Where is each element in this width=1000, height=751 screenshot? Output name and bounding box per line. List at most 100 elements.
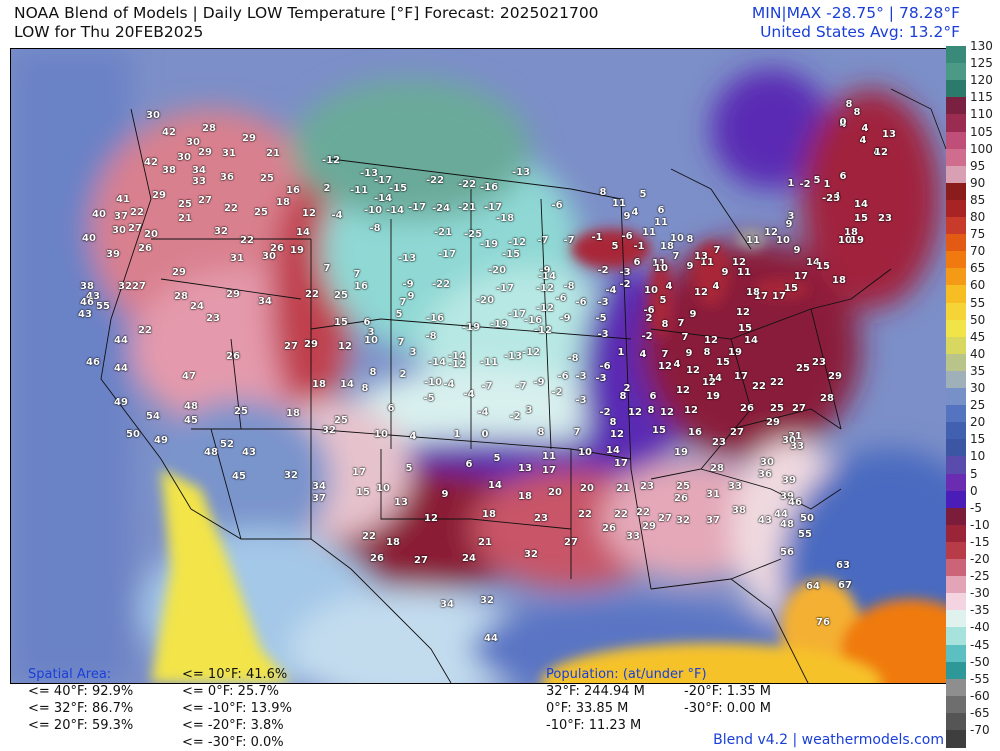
station-value: 14: [806, 257, 820, 268]
colorbar-label: 65: [970, 261, 986, 276]
station-value: 29: [766, 417, 780, 428]
station-value: -12: [533, 325, 553, 336]
station-value: 17: [734, 371, 748, 382]
station-value: 39: [106, 249, 120, 260]
station-value: 9: [407, 291, 415, 302]
population-block-right: -20°F: 1.35 M -30°F: 0.00 M: [684, 683, 771, 717]
station-value: 4: [712, 281, 720, 292]
station-value: 6: [363, 317, 371, 328]
station-value: 14: [488, 480, 502, 491]
station-value: -3: [595, 373, 607, 384]
station-value: 56: [780, 547, 794, 558]
spatial-right-2: <= -10°F: 13.9%: [182, 701, 292, 716]
station-value: 32: [214, 226, 228, 237]
station-value: 16: [354, 281, 368, 292]
station-value: 9: [793, 245, 801, 256]
station-value: 12: [736, 307, 750, 318]
station-value: -16: [479, 182, 499, 193]
station-value: 6: [387, 403, 395, 414]
station-value: 7: [353, 269, 361, 280]
station-value: 27: [128, 223, 142, 234]
colorbar-swatch: [946, 302, 966, 321]
colorbar-label: -25: [970, 569, 990, 584]
colorbar-label: 40: [970, 346, 986, 361]
station-value: 7: [672, 251, 680, 262]
station-value: -5: [423, 393, 435, 404]
station-value: -18: [495, 213, 515, 224]
station-value: 27: [132, 281, 146, 292]
station-value: 10: [376, 483, 390, 494]
station-value: -19: [479, 239, 499, 250]
station-value: -20: [475, 295, 495, 306]
station-value: 18: [482, 509, 496, 520]
station-value: 5: [659, 295, 667, 306]
station-value: 11: [642, 227, 656, 238]
station-value: 25: [234, 406, 248, 417]
colorbar-swatch: [946, 285, 966, 303]
station-value: 5: [611, 241, 619, 252]
spatial-area-title: Spatial Area:: [28, 667, 112, 682]
station-value: 46: [86, 357, 100, 368]
station-value: 23: [712, 437, 726, 448]
station-value: 17: [542, 465, 556, 476]
station-value: -2: [619, 279, 631, 290]
station-value: 18: [832, 275, 846, 286]
station-value: 12: [764, 227, 778, 238]
station-value: -22: [431, 279, 451, 290]
station-value: -6: [555, 293, 567, 304]
station-value: -6: [643, 305, 655, 316]
colorbar-label: 20: [970, 415, 986, 430]
station-value: -21: [457, 202, 477, 213]
station-value: 10: [364, 335, 378, 346]
station-value: 31: [230, 253, 244, 264]
population-block: Population: (at/under °F) 32°F: 244.94 M…: [546, 666, 707, 734]
station-value: 43: [86, 291, 100, 302]
station-value: 18: [518, 491, 532, 502]
station-value: 11: [652, 258, 666, 269]
station-value: -11: [479, 357, 499, 368]
station-value: -12: [521, 347, 541, 358]
station-value: -14: [373, 193, 393, 204]
station-value: -7: [515, 381, 527, 392]
colorbar-label: -55: [970, 671, 990, 686]
station-value: 30: [186, 137, 200, 148]
colorbar-label: 125: [970, 56, 993, 71]
station-value: -6: [575, 297, 587, 308]
colorbar-label: 55: [970, 295, 986, 310]
colorbar-swatch: [946, 268, 966, 286]
station-value: -14: [447, 351, 467, 362]
station-value: -5: [595, 313, 607, 324]
station-value: 9: [685, 348, 693, 359]
station-value: 2: [623, 383, 631, 394]
temperature-map[interactable]: 30 42 28 29 30 29 31 21 30 42 38 34 33 36 25 16 2 -12 -13-…: [10, 48, 947, 684]
station-value: -14: [385, 205, 405, 216]
station-value: 10: [776, 235, 790, 246]
station-value: 27: [792, 403, 806, 414]
station-value: 1: [787, 178, 795, 189]
station-value: 5: [493, 453, 501, 464]
station-value: 46: [788, 497, 802, 508]
footer-credit[interactable]: Blend v4.2 | weathermodels.com: [713, 732, 944, 748]
station-value: 15: [652, 425, 666, 436]
station-value: -10: [423, 377, 443, 388]
station-value: 26: [370, 553, 384, 564]
colorbar-swatch: [946, 80, 966, 98]
station-value: 46: [80, 297, 94, 308]
station-value: 14: [340, 379, 354, 390]
colorbar-label: 90: [970, 175, 986, 190]
colorbar-label: 105: [970, 124, 993, 139]
station-value: 25: [770, 403, 784, 414]
station-value: 22: [636, 507, 650, 518]
station-value: 52: [220, 439, 234, 450]
station-value: 8: [853, 107, 861, 118]
station-value: 42: [144, 157, 158, 168]
station-value: 7: [681, 332, 689, 343]
station-value: 39: [782, 475, 796, 486]
station-value: 26: [674, 493, 688, 504]
station-value: 19: [728, 347, 742, 358]
population-title: Population: (at/under °F): [546, 667, 707, 682]
colorbar-swatch: [946, 182, 966, 201]
station-value: 40: [82, 233, 96, 244]
colorbar-label: 115: [970, 90, 993, 105]
station-value: 21: [478, 537, 492, 548]
